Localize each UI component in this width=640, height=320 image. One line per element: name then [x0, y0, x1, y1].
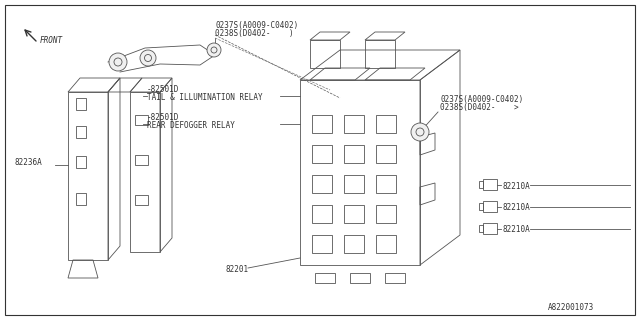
Text: TAIL & ILLUMINATION RELAY: TAIL & ILLUMINATION RELAY: [147, 93, 262, 102]
Text: 0237S(A0009-C0402): 0237S(A0009-C0402): [215, 21, 298, 30]
Text: 82236A: 82236A: [14, 158, 42, 167]
Text: 82201: 82201: [225, 265, 248, 274]
Text: A822001073: A822001073: [548, 303, 595, 312]
Text: 0238S(D0402-    ): 0238S(D0402- ): [215, 29, 294, 38]
Circle shape: [140, 50, 156, 66]
Circle shape: [109, 53, 127, 71]
Text: FRONT: FRONT: [40, 36, 63, 44]
Text: 0237S(A0009-C0402): 0237S(A0009-C0402): [440, 95, 524, 104]
Text: REAR DEFOGGER RELAY: REAR DEFOGGER RELAY: [147, 121, 235, 130]
Text: -82501D: -82501D: [147, 113, 179, 122]
Circle shape: [411, 123, 429, 141]
Text: 82210A: 82210A: [502, 181, 530, 190]
Circle shape: [207, 43, 221, 57]
Text: 82210A: 82210A: [502, 226, 530, 235]
Text: -82501D: -82501D: [147, 85, 179, 94]
Text: 0238S(D0402-    >: 0238S(D0402- >: [440, 103, 518, 112]
Text: 82210A: 82210A: [502, 204, 530, 212]
